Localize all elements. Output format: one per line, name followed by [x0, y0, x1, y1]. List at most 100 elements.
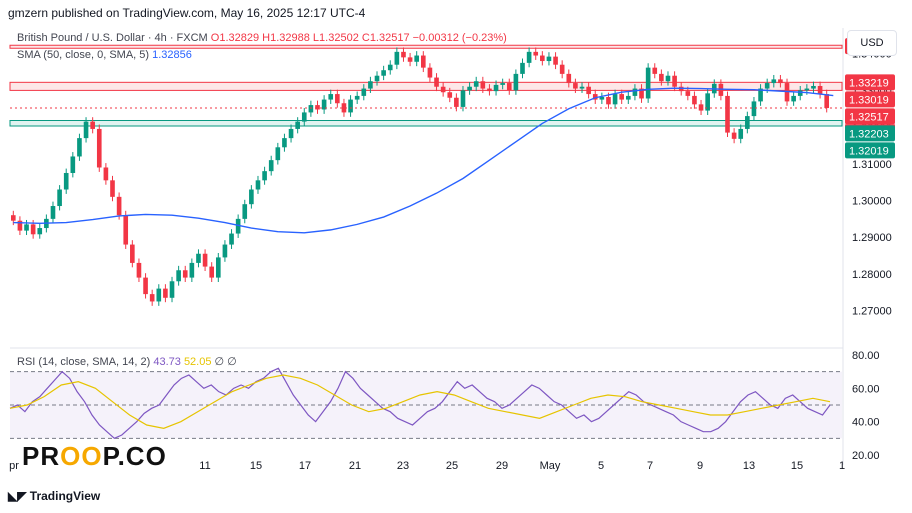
x-tick-label: 23 [397, 460, 409, 472]
candle-body [374, 75, 380, 82]
candle-body [652, 67, 658, 74]
rsi-extra: ∅ ∅ [214, 356, 237, 368]
rsi-sma-value: 52.05 [183, 356, 212, 368]
candle-body [361, 88, 367, 96]
symbol-name: British Pound / U.S. Dollar · 4h · FXCM [17, 32, 208, 44]
candle-body [540, 55, 545, 62]
candle-body [387, 64, 393, 71]
candle-body [612, 94, 618, 105]
candle-body [566, 73, 572, 84]
candle-body [328, 94, 334, 100]
x-tick-label: 17 [299, 460, 311, 472]
candle-body [275, 147, 281, 161]
candle-body [321, 99, 327, 110]
price-label-text: 1.32517 [849, 111, 889, 123]
candle-body [791, 95, 796, 102]
price-label-text: 1.33219 [849, 77, 889, 89]
sma-legend[interactable]: SMA (50, close, 0, SMA, 5) 1.32856 [17, 49, 192, 61]
price-tick-label: 1.27000 [852, 306, 892, 318]
rsi-tick-label: 60.00 [852, 383, 880, 395]
candle-body [17, 220, 23, 231]
candle-body [83, 121, 89, 139]
symbol-legend[interactable]: British Pound / U.S. Dollar · 4h · FXCM … [17, 32, 507, 44]
rsi-tick-label: 80.00 [852, 350, 880, 362]
rsi-label: RSI (14, close, SMA, 14, 2) [17, 356, 151, 368]
candle-body [745, 116, 750, 129]
x-tick-label: 11 [199, 460, 210, 472]
logo-part-3: P.CO [102, 441, 167, 471]
candle-body [242, 204, 248, 219]
logo-part-2: OO [60, 441, 103, 471]
candle-body [381, 70, 386, 76]
candle-body [553, 56, 558, 65]
candle-body [235, 218, 241, 234]
candle-body [110, 180, 115, 197]
candle-body [685, 91, 691, 96]
sr-zone [9, 44, 843, 49]
candle-body [354, 95, 360, 100]
price-label-box [845, 108, 895, 125]
candle-body [764, 83, 770, 89]
candle-body [500, 83, 505, 85]
candle-body [169, 281, 175, 298]
candle-body [625, 95, 631, 100]
x-tick-label: 5 [598, 460, 604, 472]
candle-body [116, 196, 122, 216]
x-tick-label: 21 [349, 460, 361, 472]
candle-body [163, 288, 168, 298]
candle-body [718, 83, 724, 96]
sr-zone [9, 119, 843, 127]
rsi-legend[interactable]: RSI (14, close, SMA, 14, 2) 43.73 52.05 … [17, 355, 237, 368]
candle-body [301, 112, 307, 122]
candle-body [368, 81, 373, 89]
rsi-sma-line [9, 374, 831, 429]
candle-body [394, 51, 400, 65]
x-tick-label: 7 [647, 460, 653, 472]
candle-body [149, 294, 155, 302]
candle-body [308, 105, 314, 113]
price-label-text: 1.32203 [849, 128, 889, 140]
candle-body [156, 288, 162, 302]
price-label-box [845, 74, 895, 91]
x-tick-label: 15 [250, 460, 262, 472]
candle-body [506, 83, 512, 91]
rsi-tick-label: 40.00 [852, 417, 880, 429]
candle-body [215, 257, 221, 278]
rsi-tick-label: 20.00 [852, 450, 880, 462]
price-label-box [845, 125, 895, 142]
price-tick-label: 1.31000 [852, 159, 892, 171]
candle-body [295, 121, 300, 129]
price-tick-label: 1.30000 [852, 196, 892, 208]
candle-body [784, 83, 790, 102]
sma-line [13, 87, 834, 234]
candle-body [103, 167, 109, 181]
candle-body [533, 51, 539, 56]
price-label-text: 1.32019 [849, 145, 889, 157]
candle-body [692, 95, 697, 105]
currency-button[interactable]: USD [847, 30, 897, 56]
candle-body [460, 90, 466, 107]
candle-body [63, 172, 69, 190]
candle-body [407, 57, 413, 62]
candle-body [262, 171, 267, 181]
x-tick-label: pr [9, 460, 19, 472]
candle-body [559, 64, 565, 74]
rsi-value: 43.73 [153, 356, 181, 368]
candle-body [202, 253, 208, 267]
candle-body [30, 224, 36, 235]
candle-body [546, 56, 552, 62]
candle-body [136, 262, 142, 278]
candle-body [579, 86, 585, 89]
candle-body [341, 103, 347, 113]
candle-body [573, 83, 578, 89]
candle-body [454, 97, 459, 107]
candle-body [96, 128, 102, 168]
candle-body [599, 97, 605, 100]
candle-body [751, 101, 757, 117]
candle-body [176, 270, 181, 282]
rsi-line [9, 367, 831, 440]
candle-body [335, 94, 340, 104]
x-tick-label: 9 [697, 460, 703, 472]
candle-body [50, 206, 56, 219]
